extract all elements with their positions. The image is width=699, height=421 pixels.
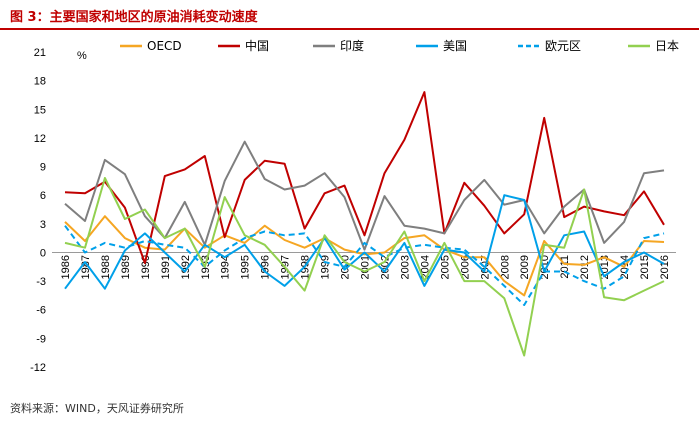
x-tick-label: 1989 (120, 255, 132, 279)
x-tick-label: 1992 (180, 255, 192, 279)
x-tick-label: 1988 (100, 255, 112, 279)
legend-label: 中国 (245, 38, 269, 53)
legend-label: 美国 (443, 39, 467, 53)
series-欧元区 (64, 225, 665, 306)
legend-label: 日本 (655, 39, 679, 53)
title-rule (0, 28, 699, 30)
y-unit-label: % (77, 50, 87, 62)
x-tick-label: 1986 (60, 255, 72, 279)
series-日本 (64, 177, 665, 357)
x-tick-label: 2002 (379, 255, 391, 279)
legend-label: 欧元区 (545, 39, 581, 53)
x-tick-label: 2012 (579, 255, 591, 279)
y-tick-label: 12 (34, 133, 46, 145)
legend-item: 欧元区 (518, 39, 581, 53)
x-tick-label: 2003 (399, 255, 411, 279)
series-line (64, 177, 665, 357)
legend-item: 中国 (218, 38, 269, 53)
x-tick-label: 2009 (519, 255, 531, 279)
y-tick-label: -6 (36, 305, 46, 317)
y-tick-label: 18 (34, 76, 46, 88)
chart-title: 图 3：主要国家和地区的原油消耗变动速度 (10, 10, 258, 25)
x-tick-label: 1990 (140, 255, 152, 279)
x-tick-label: 1995 (240, 255, 252, 279)
series-中国 (64, 91, 665, 264)
legend-item: OECD (120, 39, 182, 53)
x-tick-label: 2005 (439, 255, 451, 279)
x-tick-label: 2011 (559, 255, 571, 279)
y-tick-label: 3 (40, 219, 46, 231)
x-tick-label: 2006 (459, 255, 471, 279)
legend-item: 印度 (313, 38, 364, 53)
y-tick-label: -3 (36, 276, 46, 288)
x-tick-label: 2001 (360, 255, 372, 279)
legend-item: 美国 (416, 39, 467, 53)
x-tick-label: 2016 (659, 255, 671, 279)
legend-label: 印度 (340, 38, 364, 53)
x-tick-label: 2008 (499, 255, 511, 279)
y-tick-label: 21 (34, 47, 46, 59)
legend: OECD 中国 印度 美国 欧元区 日本 (120, 38, 679, 53)
x-tick-label: 2000 (340, 255, 352, 279)
y-tick-label: 9 (40, 162, 46, 174)
y-tick-label: 0 (40, 247, 46, 259)
series-OECD (64, 215, 665, 297)
series-line (64, 194, 665, 290)
series-line (64, 91, 665, 264)
x-tick-label: 1994 (220, 255, 232, 279)
source-note: 资料来源：WIND，天风证券研究所 (10, 402, 184, 415)
y-tick-label: 6 (40, 190, 46, 202)
y-tick-label: 15 (34, 104, 46, 116)
x-tick-label: 1991 (160, 255, 172, 279)
x-tick-label: 2015 (639, 255, 651, 279)
x-tick-label: 1999 (320, 255, 332, 279)
legend-label: OECD (147, 39, 182, 53)
x-tick-label: 1987 (80, 255, 92, 279)
legend-item: 日本 (628, 39, 679, 53)
y-tick-label: -9 (36, 333, 46, 345)
y-tick-label: -12 (30, 362, 46, 374)
series-layer (64, 91, 665, 357)
series-line (64, 215, 665, 297)
